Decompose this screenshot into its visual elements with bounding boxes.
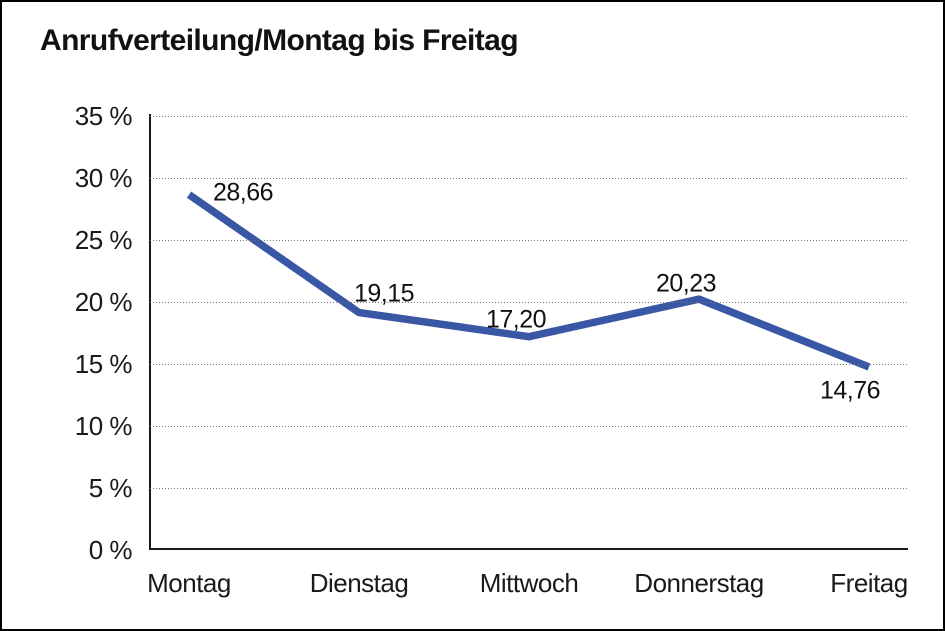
y-axis-tick-label: 25 % xyxy=(74,225,133,255)
x-axis-tick-label: Mittwoch xyxy=(479,568,579,598)
chart-title: Anrufverteilung/Montag bis Freitag xyxy=(40,24,519,57)
data-line xyxy=(186,191,871,371)
gridline xyxy=(150,426,907,427)
x-axis-tick-label: Dienstag xyxy=(309,568,409,598)
y-axis-tick-label: 0 % xyxy=(88,535,133,565)
x-axis-tick-label: Montag xyxy=(147,568,231,598)
gridline xyxy=(150,488,907,489)
y-axis-tick-label: 5 % xyxy=(88,473,133,503)
y-axis-tick-label: 35 % xyxy=(74,101,133,131)
y-axis xyxy=(149,114,151,550)
gridline xyxy=(150,178,907,179)
y-axis-tick-label: 15 % xyxy=(74,349,133,379)
x-axis xyxy=(149,548,908,550)
x-axis-tick-label: Donnerstag xyxy=(634,568,764,598)
data-point-label: 20,23 xyxy=(655,269,717,298)
data-point-label: 19,15 xyxy=(353,279,415,308)
y-axis-tick-label: 10 % xyxy=(74,411,133,441)
data-point-label: 14,76 xyxy=(819,376,881,405)
gridline xyxy=(150,302,907,303)
y-axis-tick-label: 20 % xyxy=(74,287,133,317)
gridline xyxy=(150,364,907,365)
y-axis-tick-label: 30 % xyxy=(74,163,133,193)
x-axis-tick-label: Freitag xyxy=(830,568,908,598)
data-point-label: 17,20 xyxy=(485,305,547,334)
data-point-label: 28,66 xyxy=(212,178,274,207)
gridline xyxy=(150,116,907,117)
gridline xyxy=(150,240,907,241)
